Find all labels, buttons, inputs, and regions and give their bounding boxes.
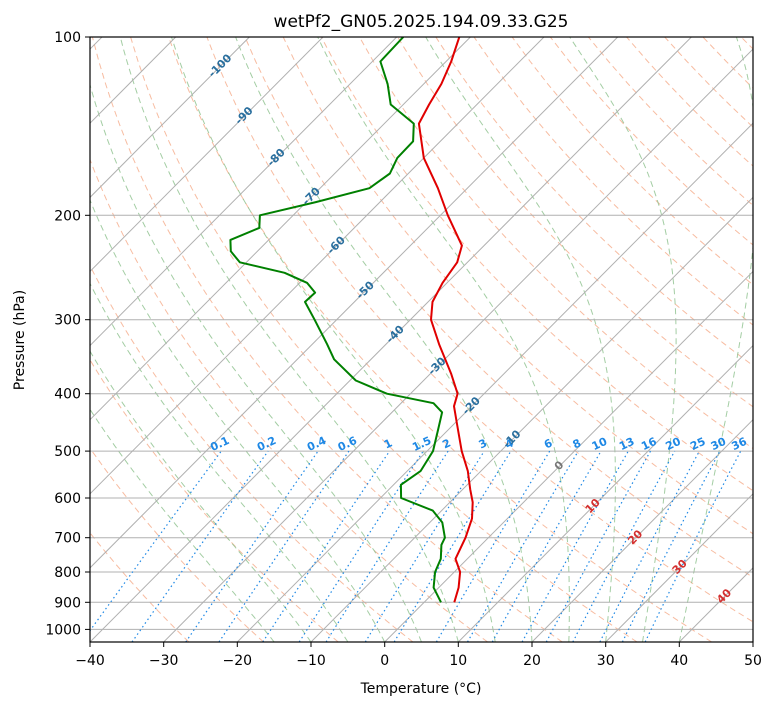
mixing-ratio-label: 13 xyxy=(617,435,636,453)
isotherm-line xyxy=(531,418,753,642)
x-axis-label: Temperature (°C) xyxy=(360,681,482,697)
isotherm-line xyxy=(384,270,753,642)
isotherm-line xyxy=(90,37,250,199)
mixing-ratio-line xyxy=(185,450,319,642)
moist-adiabat-line xyxy=(235,37,533,642)
mixing-ratio-line xyxy=(298,450,424,642)
x-tick-label: 20 xyxy=(523,653,541,669)
dry-adiabat-line xyxy=(473,37,753,326)
y-tick-label: 100 xyxy=(54,30,81,46)
plot-frame xyxy=(89,36,754,643)
isotherm-line xyxy=(90,37,545,495)
y-tick-label: 800 xyxy=(54,565,81,581)
mixing-ratio-label: 30 xyxy=(709,435,729,453)
isotherm-line xyxy=(90,37,471,421)
mixing-ratio-line xyxy=(262,450,391,642)
x-tick-label: −30 xyxy=(149,653,179,669)
y-axis-label: Pressure (hPa) xyxy=(12,290,28,390)
x-tick-label: −10 xyxy=(296,653,326,669)
y-tick-label: 300 xyxy=(54,313,81,329)
mixing-ratio-line xyxy=(325,450,449,642)
moist-adiabat-line xyxy=(317,37,570,642)
x-tick-label: 40 xyxy=(670,653,688,669)
mixing-ratio-line xyxy=(572,450,676,642)
y-tick-label: 500 xyxy=(54,444,81,460)
dry-adiabat-line xyxy=(244,37,753,578)
mixing-ratio-line xyxy=(644,450,742,642)
dewpoint-line xyxy=(229,37,446,603)
moist-adiabat-line xyxy=(171,37,496,642)
isotherm-line xyxy=(90,37,692,642)
mixing-ratio-line xyxy=(545,450,652,642)
series-layer xyxy=(229,37,474,603)
isotherm-line xyxy=(90,37,619,569)
dry-adiabat-line xyxy=(511,37,753,286)
isotherm-line xyxy=(457,344,753,642)
x-tick-label: −40 xyxy=(75,653,105,669)
y-tick-label: 200 xyxy=(54,208,81,224)
dry-adiabat-line xyxy=(320,37,753,492)
x-tick-label: 50 xyxy=(744,653,762,669)
moist-adiabat-line xyxy=(425,37,616,642)
moist-adiabat-line xyxy=(90,408,275,642)
dry-adiabat-line xyxy=(168,37,712,642)
temperature-line xyxy=(417,37,474,603)
dry-adiabat-line xyxy=(90,264,414,642)
chart-title: wetPf2_GN05.2025.194.09.33.G25 xyxy=(274,12,569,32)
mixing-ratio-line xyxy=(131,450,269,642)
mixing-ratio-line xyxy=(466,450,579,642)
x-tick-label: −20 xyxy=(223,653,253,669)
isotherm-line xyxy=(163,48,753,642)
y-tick-label: 400 xyxy=(54,387,81,403)
grid-layer xyxy=(90,37,753,642)
dry-adiabat-line xyxy=(130,37,638,642)
x-tick-label: 10 xyxy=(449,653,467,669)
mixing-ratio-label: 10 xyxy=(590,435,610,453)
isotherm-line xyxy=(310,196,753,642)
mixing-ratio-line xyxy=(393,450,512,642)
dry-adiabat-line xyxy=(206,37,753,623)
moist-adiabat-line xyxy=(90,198,386,642)
mixing-ratio-line xyxy=(218,450,350,642)
mixing-ratio-label: 36 xyxy=(730,435,750,453)
dry-adiabat-line xyxy=(90,447,264,642)
mixing-ratio-label: 16 xyxy=(639,435,659,453)
mixing-ratio-label: 20 xyxy=(664,435,684,453)
isotherm-line xyxy=(605,493,753,642)
isotherm-line xyxy=(90,37,398,347)
y-tick-label: 600 xyxy=(54,491,81,507)
mixing-ratio-line xyxy=(364,450,485,642)
moist-adiabat-line xyxy=(90,282,349,642)
y-tick-label: 700 xyxy=(54,531,81,547)
y-tick-label: 900 xyxy=(54,595,81,611)
isotherm-line xyxy=(236,122,753,642)
dry-adiabat-line xyxy=(282,37,753,535)
moist-adiabat-line xyxy=(90,83,422,642)
x-tick-label: 0 xyxy=(380,653,389,669)
mixing-ratio-label: 25 xyxy=(688,435,707,453)
moist-adiabat-line xyxy=(569,37,677,642)
dry-adiabat-line xyxy=(435,37,753,367)
x-tick-label: 30 xyxy=(597,653,615,669)
isotherm-line xyxy=(90,37,324,273)
mixing-ratio-line xyxy=(435,450,551,642)
dry-adiabat-line xyxy=(91,37,563,642)
moist-adiabat-line xyxy=(678,37,753,642)
axes-layer: −40 −30 −20 −10 0 10 20 30 40 50 100 200 300 400 500 60… xyxy=(45,30,762,669)
y-tick-label: 1000 xyxy=(45,622,81,638)
moist-adiabat-line xyxy=(119,37,459,642)
